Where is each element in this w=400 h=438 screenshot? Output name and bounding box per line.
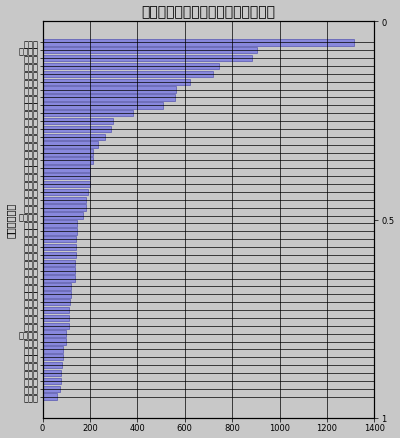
Bar bbox=[42, 370, 62, 376]
Bar bbox=[42, 48, 257, 54]
Y-axis label: 都道府県順位: 都道府県順位 bbox=[6, 202, 16, 237]
Bar bbox=[42, 87, 176, 94]
Bar bbox=[42, 393, 57, 400]
Bar bbox=[42, 173, 90, 180]
Bar bbox=[42, 213, 83, 219]
Bar bbox=[42, 56, 252, 62]
Bar bbox=[42, 385, 60, 392]
Bar bbox=[42, 252, 76, 258]
Bar bbox=[42, 260, 75, 266]
Bar bbox=[42, 244, 76, 251]
Bar bbox=[42, 142, 98, 148]
Bar bbox=[42, 307, 69, 314]
Bar bbox=[42, 339, 66, 345]
Bar bbox=[42, 378, 61, 384]
Bar bbox=[42, 127, 111, 133]
Title: 都道府県人口データの経験分布関数: 都道府県人口データの経験分布関数 bbox=[142, 6, 276, 20]
Bar bbox=[42, 283, 71, 290]
Bar bbox=[42, 95, 175, 102]
Bar bbox=[42, 111, 132, 117]
Bar bbox=[42, 331, 66, 337]
Bar bbox=[42, 40, 354, 46]
Bar bbox=[42, 166, 90, 172]
Bar bbox=[42, 205, 86, 212]
Bar bbox=[42, 181, 90, 188]
Bar bbox=[42, 323, 68, 329]
Bar bbox=[42, 268, 75, 274]
Bar bbox=[42, 103, 163, 110]
Bar bbox=[42, 79, 190, 86]
Bar bbox=[42, 197, 86, 204]
Bar bbox=[42, 299, 70, 306]
Bar bbox=[42, 276, 74, 282]
Bar bbox=[42, 315, 69, 321]
Bar bbox=[42, 189, 88, 196]
Bar bbox=[42, 64, 219, 70]
Bar bbox=[42, 134, 105, 141]
Bar bbox=[42, 221, 77, 227]
Bar bbox=[42, 119, 113, 125]
Bar bbox=[42, 71, 213, 78]
Bar bbox=[42, 158, 93, 164]
Bar bbox=[42, 346, 63, 353]
Bar bbox=[42, 150, 94, 156]
Bar bbox=[42, 237, 76, 243]
Bar bbox=[42, 229, 77, 235]
Bar bbox=[42, 362, 62, 368]
Bar bbox=[42, 354, 63, 360]
Bar bbox=[42, 291, 71, 298]
